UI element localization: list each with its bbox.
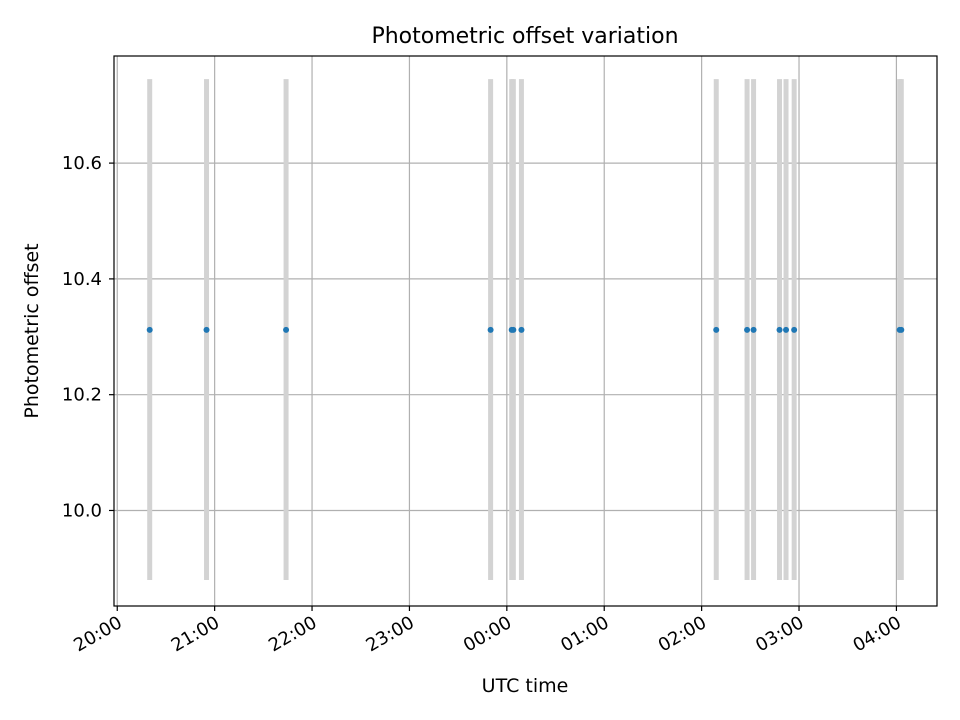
data-point	[744, 326, 751, 333]
plot-frame	[113, 55, 938, 607]
data-points	[146, 326, 905, 333]
data-point	[283, 326, 290, 333]
y-tick-label: 10.2	[62, 385, 102, 406]
data-point	[518, 326, 525, 333]
data-point	[750, 326, 757, 333]
data-point	[791, 326, 798, 333]
y-tick-label: 10.0	[62, 500, 102, 521]
grid-lines	[114, 56, 937, 606]
x-axis-label: UTC time	[482, 675, 569, 697]
data-point	[898, 326, 905, 333]
data-point	[510, 326, 517, 333]
plot-area	[114, 56, 937, 606]
data-point	[203, 326, 210, 333]
data-point	[146, 326, 153, 333]
y-axis-label: Photometric offset	[21, 243, 43, 418]
chart-title: Photometric offset variation	[371, 24, 678, 49]
data-point	[713, 326, 720, 333]
data-point	[487, 326, 494, 333]
data-point	[783, 326, 790, 333]
data-point	[776, 326, 783, 333]
y-tick-label: 10.4	[62, 269, 102, 290]
y-tick-label: 10.6	[62, 153, 102, 174]
